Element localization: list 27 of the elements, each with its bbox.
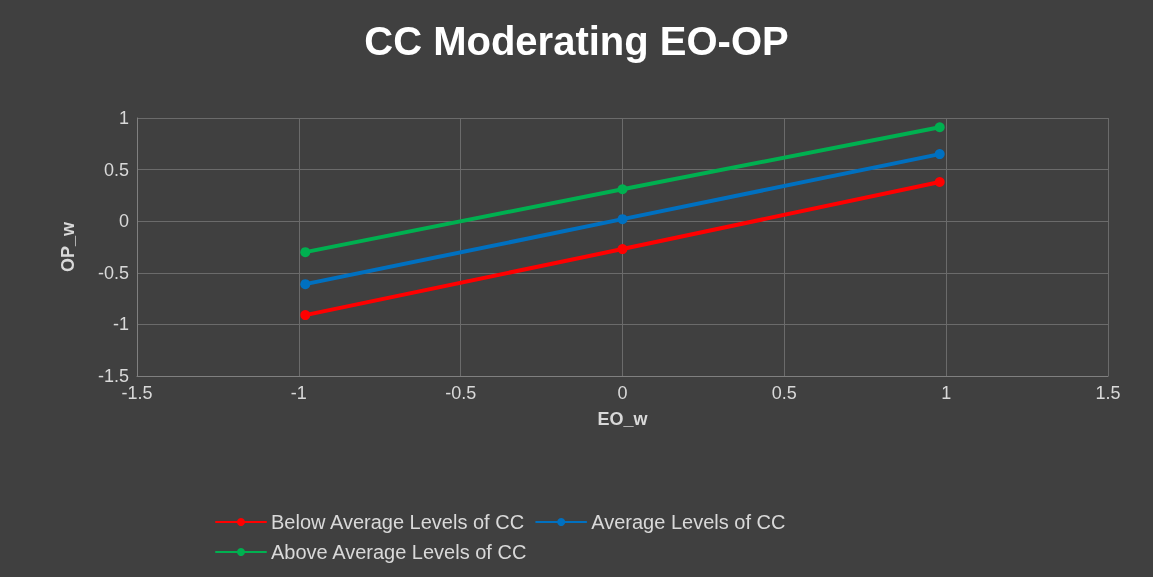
x-axis-title: EO_w — [597, 409, 649, 429]
y-tick-label: -0.5 — [97, 262, 129, 283]
x-tick-label: 1 — [941, 383, 952, 403]
point — [617, 184, 628, 195]
y-tick-label: 1 — [118, 108, 129, 128]
point — [934, 176, 945, 187]
x-tick-label: 1.5 — [1095, 383, 1121, 403]
point — [934, 149, 945, 160]
legend-label: Below Average Levels of CC — [271, 511, 525, 533]
point — [617, 214, 628, 225]
point — [300, 247, 311, 258]
x-tick-label: -0.5 — [445, 383, 477, 403]
chart-title: CC Moderating EO-OP — [364, 19, 789, 63]
y-tick-label: -1 — [112, 314, 129, 335]
x-tick-label: -1 — [290, 383, 307, 403]
legend-label: Above Average Levels of CC — [271, 541, 527, 563]
y-tick-label: 0.5 — [103, 159, 129, 180]
y-tick-label: -1.5 — [97, 366, 129, 386]
point — [617, 244, 628, 255]
y-tick-label: 0 — [118, 211, 129, 232]
point — [934, 122, 945, 133]
x-tick-label: 0.5 — [771, 383, 797, 403]
x-tick-label: 0 — [617, 383, 628, 403]
legend-label: Average Levels of CC — [591, 511, 786, 533]
point — [300, 279, 311, 290]
y-axis-title: OP_w — [58, 221, 78, 273]
point — [300, 310, 311, 321]
